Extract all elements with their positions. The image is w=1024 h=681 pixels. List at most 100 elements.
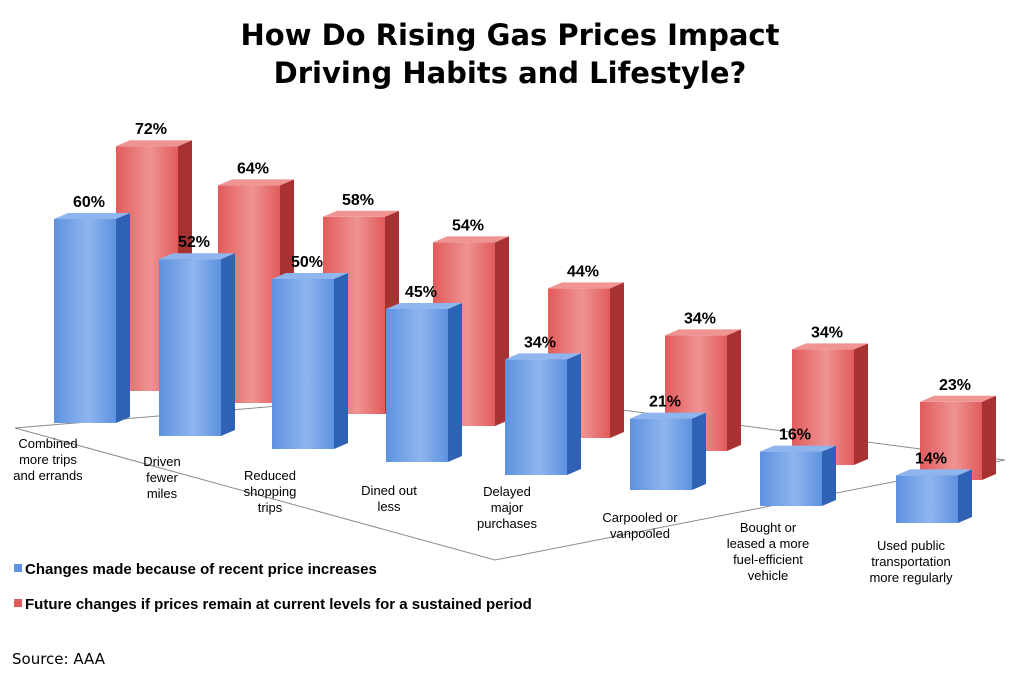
bar-top	[505, 353, 581, 360]
value-label: 52%	[178, 234, 210, 251]
bar-side	[448, 303, 462, 462]
legend-label: Future changes if prices remain at curre…	[25, 596, 532, 613]
category-label-line: vehicle	[748, 568, 788, 583]
bar-front	[630, 418, 692, 490]
bar-top	[323, 210, 399, 217]
bar	[505, 353, 581, 475]
bar-front	[54, 219, 116, 423]
category-label-line: trips	[258, 500, 283, 515]
category-label-line: Delayed	[483, 484, 531, 499]
value-label: 34%	[524, 334, 556, 351]
bar-top	[920, 395, 996, 402]
category-label-line: transportation	[871, 554, 951, 569]
category-label-line: Used public	[877, 538, 945, 553]
value-label: 16%	[779, 427, 811, 444]
category-label-line: Driven	[143, 454, 181, 469]
value-label: 72%	[135, 121, 167, 138]
bar-side	[567, 353, 581, 475]
bar	[792, 343, 868, 465]
bar-side	[958, 469, 972, 523]
bar-side	[610, 282, 624, 438]
legend-item: Future changes if prices remain at curre…	[14, 596, 532, 613]
value-label: 34%	[684, 310, 716, 327]
value-label: 34%	[811, 324, 843, 341]
bar-side	[727, 329, 741, 451]
bar	[630, 412, 706, 490]
bar	[896, 469, 972, 523]
bar-top	[433, 236, 509, 243]
category-label-line: leased a more	[727, 536, 809, 551]
bar-side	[334, 273, 348, 449]
value-label: 54%	[452, 217, 484, 234]
chart-title-line: Driving Habits and Lifestyle?	[274, 56, 747, 90]
bar-side	[116, 213, 130, 423]
legend-swatch	[14, 599, 22, 607]
bar-top	[792, 343, 868, 350]
bar-front	[760, 451, 822, 506]
legend-swatch	[14, 564, 22, 572]
chart-title-line: How Do Rising Gas Prices Impact	[241, 18, 780, 52]
bar-front	[896, 475, 958, 523]
bar-front	[920, 401, 982, 480]
bar	[54, 213, 130, 423]
bar	[760, 445, 836, 506]
bars	[54, 140, 996, 523]
bar-top	[548, 282, 624, 289]
bar	[386, 303, 462, 462]
bar-top	[386, 303, 462, 309]
bar-side	[982, 395, 996, 480]
bar-front	[386, 309, 448, 462]
bar-top	[272, 273, 348, 279]
value-labels: 72% 64% 58% 54% 44% 34% 34% 23% 60% 52% 50% 45% 34% 2…	[73, 121, 971, 467]
category-label-line: and errands	[13, 468, 83, 483]
value-label: 23%	[939, 377, 971, 394]
category-label-line: Combined	[18, 436, 77, 451]
category-label-line: Bought or	[740, 520, 797, 535]
bar-side	[221, 253, 235, 436]
bar	[665, 329, 741, 451]
chart-title: How Do Rising Gas Prices Impact Driving H…	[241, 18, 780, 90]
bar-front	[505, 359, 567, 475]
category-label-line: shopping	[244, 484, 297, 499]
value-label: 60%	[73, 194, 105, 211]
category-label-line: fewer	[146, 470, 178, 485]
category-label-line: more regularly	[869, 570, 953, 585]
category-label-line: miles	[147, 486, 178, 501]
category-label-line: purchases	[477, 516, 537, 531]
category-label-line: fuel-efficient	[733, 552, 803, 567]
bar-side	[692, 412, 706, 490]
legend-label: Changes made because of recent price inc…	[25, 561, 377, 578]
value-label: 50%	[291, 254, 323, 271]
bar-top	[54, 213, 130, 219]
value-label: 44%	[567, 263, 599, 280]
category-label-line: less	[377, 499, 401, 514]
category-label-line: Carpooled or	[602, 510, 678, 525]
legend: Changes made because of recent price inc…	[14, 561, 532, 613]
source-note: Source: AAA	[12, 650, 106, 668]
bar-top	[665, 329, 741, 336]
bar-front	[272, 279, 334, 449]
category-label-line: vanpooled	[610, 526, 670, 541]
category-label-line: Reduced	[244, 468, 296, 483]
bar	[920, 395, 996, 480]
category-label-line: more trips	[19, 452, 77, 467]
value-label: 58%	[342, 192, 374, 209]
bar-top	[218, 179, 294, 186]
bar-top	[630, 412, 706, 419]
legend-item: Changes made because of recent price inc…	[14, 561, 377, 578]
bar-top	[116, 140, 192, 147]
value-label: 45%	[405, 284, 437, 301]
bar-top	[760, 445, 836, 452]
bar-top	[896, 469, 972, 476]
category-label-line: Dined out	[361, 483, 417, 498]
bar	[272, 273, 348, 449]
